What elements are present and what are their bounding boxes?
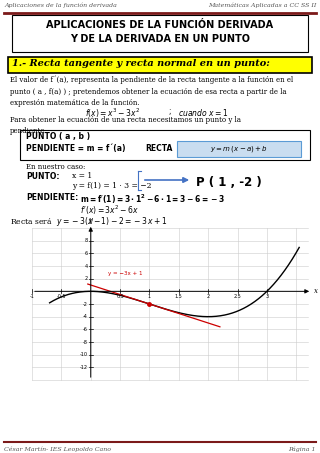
Text: PENDIENTE:: PENDIENTE: [26, 193, 78, 202]
Text: PUNTO:: PUNTO: [26, 172, 60, 181]
Text: ;: ; [168, 107, 171, 116]
Text: cuando $x = 1$: cuando $x = 1$ [178, 107, 228, 118]
Text: -2: -2 [83, 302, 88, 307]
Text: 1.- Recta tangente y recta normal en un punto:: 1.- Recta tangente y recta normal en un … [12, 59, 270, 68]
Text: PUNTO ( a , b ): PUNTO ( a , b ) [26, 132, 90, 141]
Text: RECTA: RECTA [145, 144, 172, 153]
Text: y: y [89, 216, 93, 224]
Text: Y DE LA DERIVADA EN UN PUNTO: Y DE LA DERIVADA EN UN PUNTO [70, 34, 250, 44]
Text: x = 1: x = 1 [72, 172, 92, 180]
Text: 2.5: 2.5 [234, 294, 241, 299]
Text: P ( 1 , -2 ): P ( 1 , -2 ) [196, 176, 262, 189]
Text: 6: 6 [84, 251, 88, 256]
Text: 2: 2 [84, 276, 88, 281]
Text: 3: 3 [265, 294, 268, 299]
Text: 2: 2 [207, 294, 210, 299]
Text: y = −3x + 1: y = −3x + 1 [108, 270, 143, 275]
Text: -4: -4 [83, 314, 88, 319]
Text: x: x [314, 287, 318, 295]
FancyBboxPatch shape [177, 141, 301, 157]
Text: Aplicaciones de la función derivada: Aplicaciones de la función derivada [4, 3, 117, 9]
Text: y = f(1) = 1 · 3 = −2: y = f(1) = 1 · 3 = −2 [72, 182, 151, 190]
FancyBboxPatch shape [8, 57, 312, 73]
Text: $y = m\,(x - a) + b$: $y = m\,(x - a) + b$ [210, 144, 268, 154]
Text: En nuestro caso:: En nuestro caso: [26, 163, 85, 171]
Text: 1.5: 1.5 [175, 294, 183, 299]
Text: $\mathbf{m = f'(1) = 3 \cdot 1^2 - 6 \cdot 1 = 3 - 6 = -3}$: $\mathbf{m = f'(1) = 3 \cdot 1^2 - 6 \cd… [80, 193, 225, 207]
Text: -1: -1 [29, 294, 35, 299]
Text: -0.5: -0.5 [57, 294, 66, 299]
Text: -8: -8 [83, 339, 88, 344]
FancyBboxPatch shape [12, 15, 308, 52]
Text: César Martín- IES Leopoldo Cano: César Martín- IES Leopoldo Cano [4, 446, 111, 452]
FancyBboxPatch shape [20, 130, 310, 160]
Text: Página 1: Página 1 [289, 446, 316, 452]
Text: Para obtener la ecuación de una recta necesitamos un punto y la
pendiente:: Para obtener la ecuación de una recta ne… [10, 116, 241, 135]
Text: APLICACIONES DE LA FUNCIÓN DERIVADA: APLICACIONES DE LA FUNCIÓN DERIVADA [46, 20, 274, 30]
Text: PENDIENTE = m = f´(a): PENDIENTE = m = f´(a) [26, 144, 125, 153]
Text: $f'(x) = 3x^2 - 6x$: $f'(x) = 3x^2 - 6x$ [80, 204, 139, 217]
Text: 8: 8 [84, 238, 88, 243]
Text: 1: 1 [148, 294, 151, 299]
Text: Recta será  $y = -3(x-1) - 2 = -3\,x + 1$: Recta será $y = -3(x-1) - 2 = -3\,x + 1$ [10, 215, 168, 228]
Text: -6: -6 [83, 327, 88, 332]
Text: $f(x) = x^3 - 3x^2$: $f(x) = x^3 - 3x^2$ [85, 107, 140, 120]
Text: El valor de f´(a), representa la pendiente de la recta tangente a la función en : El valor de f´(a), representa la pendien… [10, 76, 293, 107]
Text: -12: -12 [80, 365, 88, 370]
Text: Matemáticas Aplicadas a CC SS II: Matemáticas Aplicadas a CC SS II [208, 3, 316, 9]
Text: 4: 4 [84, 264, 88, 269]
Text: -10: -10 [80, 352, 88, 357]
Text: 0.5: 0.5 [116, 294, 124, 299]
